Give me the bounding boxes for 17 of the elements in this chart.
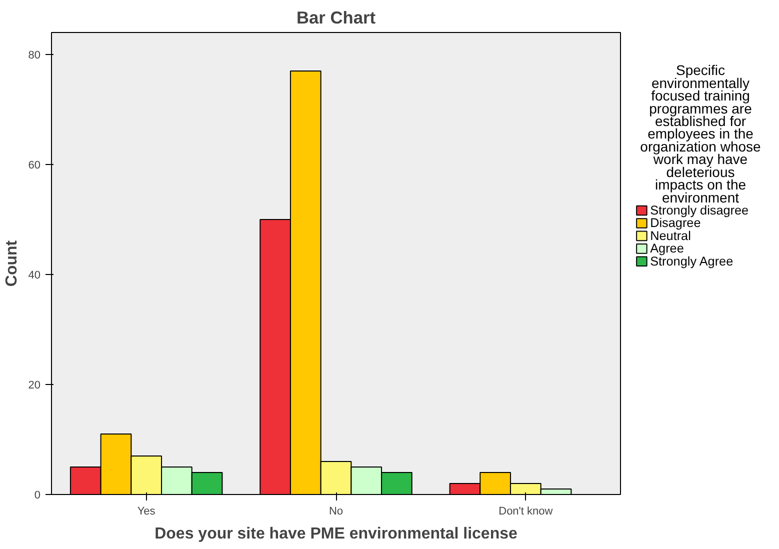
legend-label: Neutral [650, 228, 691, 243]
x-tick-label: Yes [137, 506, 156, 518]
x-axis-title: Does your site have PME environmental license [154, 526, 518, 542]
legend-label: Disagree [650, 216, 701, 230]
y-tick-label: 80 [28, 50, 41, 62]
legend-label: Agree [650, 242, 684, 256]
y-tick-label: 60 [28, 160, 41, 172]
x-tick-label: No [328, 506, 344, 518]
y-tick-label: 0 [34, 490, 41, 502]
y-tick-label: 40 [28, 270, 41, 282]
chart-title: Bar Chart [296, 8, 376, 28]
x-tick-label: Don't know [498, 506, 553, 518]
text: Specific environmentally focused training programmes are established for employees in the organization whose work may have deleterious impacts on the environment [640, 62, 761, 206]
legend-label: Strongly Agree [650, 254, 734, 268]
y-axis-title: Count [3, 240, 20, 287]
y-tick-label: 20 [28, 380, 41, 392]
legend-label: Strongly disagree [650, 204, 749, 218]
